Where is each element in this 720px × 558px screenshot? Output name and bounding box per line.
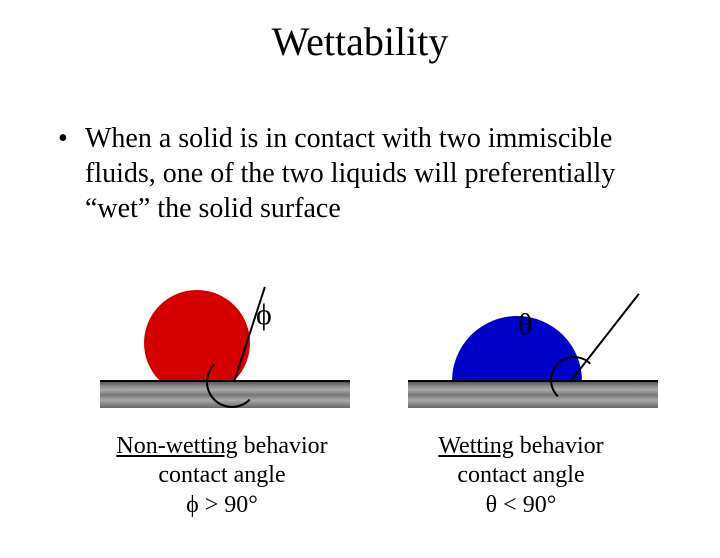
caption-line-2: contact angle [82, 461, 362, 490]
underline-word: Wetting [438, 433, 513, 459]
underline-word: Non-wetting [116, 433, 237, 459]
caption-line-2: contact angle [396, 461, 646, 490]
figure-nonwetting: ϕ [100, 294, 350, 414]
caption-line-1b: behavior [514, 433, 604, 459]
caption-nonwetting: Non-wetting behavior contact angle ϕ > 9… [82, 432, 362, 520]
slide-title: Wettability [0, 18, 720, 65]
bullet-dot: • [58, 121, 78, 156]
caption-line-1: Non-wetting behavior [82, 432, 362, 461]
figure-row: ϕ θ [100, 294, 660, 414]
bullet-text: When a solid is in contact with two immi… [85, 121, 675, 226]
angle-arc [550, 356, 598, 404]
caption-wetting: Wetting behavior contact angle θ < 90° [396, 432, 646, 520]
figure-wetting: θ [408, 294, 658, 414]
phi-symbol: ϕ [256, 298, 272, 332]
angle-arc [206, 356, 258, 408]
theta-symbol: θ [518, 308, 532, 342]
body-bullet: • When a solid is in contact with two im… [58, 121, 680, 226]
caption-line-1: Wetting behavior [396, 432, 646, 461]
solid-surface [408, 380, 658, 408]
caption-line-1b: behavior [238, 433, 328, 459]
caption-line-3: ϕ > 90° [82, 491, 362, 520]
caption-line-3: θ < 90° [396, 491, 646, 520]
baseline [408, 380, 658, 382]
